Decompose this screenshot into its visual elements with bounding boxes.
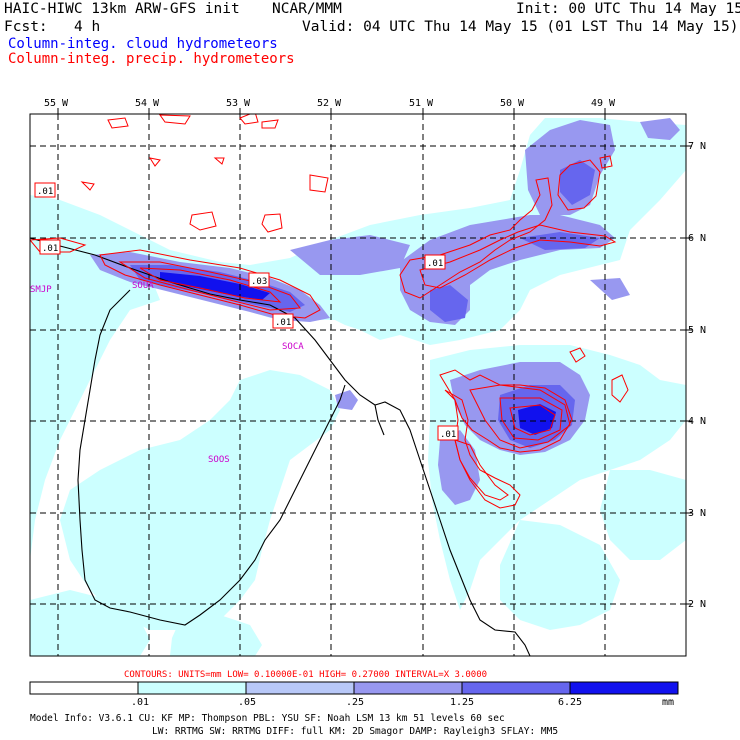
coastline [30,237,531,656]
model-info-line1: Model Info: V3.6.1 CU: KF MP: Thompson P… [30,713,505,724]
lon-label: 52 W [317,98,342,109]
map-panel [30,114,686,656]
colorbar-tick: 6.25 [558,697,582,708]
colorbar-tick: .01 [131,697,149,708]
lat-label: 4 N [688,416,706,427]
station-smjp: SMJP [30,285,52,295]
lat-label: 3 N [688,508,706,519]
lat-label: 6 N [688,233,706,244]
station-labels: SMJP SOUA SOCA SOOS [30,281,304,465]
lat-label: 7 N [688,141,706,152]
contour-info: CONTOURS: UNITS=mm LOW= 0.10000E-01 HIGH… [124,670,487,680]
lat-labels: 7 N 6 N 5 N 4 N 3 N 2 N [688,141,706,610]
lon-label: 54 W [135,98,160,109]
fcst-value: 4 h [74,19,101,35]
lon-label: 53 W [226,98,251,109]
lon-label: 50 W [500,98,525,109]
colorbar-segment [245,681,355,695]
precip-contours [30,114,629,509]
init-time: Init: 00 UTC Thu 14 May 15 [516,1,740,17]
colorbar-segment [569,681,679,695]
colorbar-units: mm [662,697,674,708]
lon-label: 49 W [591,98,616,109]
valid-time: Valid: 04 UTC Thu 14 May 15 (01 LST Thu … [302,19,739,35]
cloud-fill-core [160,272,556,435]
colorbar [29,681,679,695]
colorbar-ticks: .01 .05 .25 1.25 6.25 mm [131,697,674,708]
model-title: HAIC-HIWC 13km ARW-GFS init [4,1,240,17]
field-cloud-label: Column-integ. cloud hydrometeors [8,36,278,52]
colorbar-segment [353,681,463,695]
contour-label: .01 [42,244,58,254]
station-soua: SOUA [132,281,154,291]
colorbar-tick: .05 [238,697,256,708]
lon-label: 55 W [44,98,69,109]
model-info-line2: LW: RRTMG SW: RRTMG DIFF: full KM: 2D Sm… [152,726,558,737]
fcst-label: Fcst: [4,19,48,35]
lon-labels: 55 W 54 W 53 W 52 W 51 W 50 W 49 W [44,98,616,109]
contour-label: .03 [251,277,267,287]
graticule [30,114,686,656]
org-label: NCAR/MMM [272,1,342,17]
contour-label: .01 [275,318,291,328]
colorbar-tick: .25 [346,697,364,708]
colorbar-segment [461,681,571,695]
contour-label: .01 [37,187,53,197]
frame-ticks [57,108,692,605]
colorbar-segment [137,681,247,695]
station-soca: SOCA [282,342,304,352]
field-precip-label: Column-integ. precip. hydrometeors [8,51,295,67]
colorbar-segment [29,681,139,695]
map-frame [29,113,687,657]
contour-label: .01 [440,430,456,440]
lat-label: 2 N [688,599,706,610]
colorbar-tick: 1.25 [450,697,474,708]
station-soos: SOOS [208,455,230,465]
contour-label: .01 [427,259,443,269]
lat-label: 5 N [688,325,706,336]
contour-labels: .01 .01 .03 .01 .01 .01 [34,182,459,441]
lon-label: 51 W [409,98,434,109]
